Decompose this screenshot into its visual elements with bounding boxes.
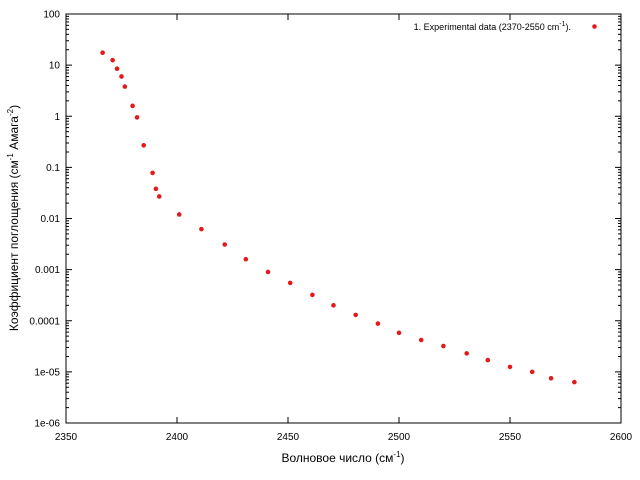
data-point [507, 364, 513, 370]
data-points [100, 50, 577, 385]
data-point [396, 330, 402, 336]
y-tick-label: 0.0001 [29, 316, 60, 327]
data-point [122, 84, 128, 89]
data-point [331, 303, 336, 308]
x-tick-label: 2450 [277, 432, 300, 443]
legend: 1. Experimental data (2370-2550 cm-1). [414, 21, 597, 32]
y-tick-label: 1 [54, 112, 60, 123]
y-axis-label: Коэффициент поглощения (см-1 Амага-2) [6, 105, 21, 331]
data-point [130, 103, 135, 109]
y-tick-label: 10 [49, 61, 61, 72]
x-tick-label: 2400 [166, 432, 189, 443]
legend-marker [592, 24, 597, 29]
data-point [150, 170, 155, 176]
y-axis-ticks: 1e-06 1e-05 0.0001 0.001 0.01 0.1 1 10 100 [29, 10, 621, 430]
legend-label: 1. Experimental data (2370-2550 cm-1). [414, 21, 571, 32]
y-tick-label: 1e-06 [34, 419, 60, 430]
data-point [222, 242, 228, 247]
y-tick-label: 0.01 [41, 214, 61, 225]
data-point [176, 212, 182, 217]
data-point [310, 292, 315, 298]
x-axis-label: Волновое число (см-1) [281, 450, 404, 465]
y-tick-label: 0.001 [35, 265, 60, 276]
data-point [418, 337, 424, 343]
data-point [243, 256, 249, 262]
plot-frame [65, 13, 622, 424]
x-axis-ticks: 2350 2400 2450 2500 2550 2600 [55, 14, 633, 443]
data-point [119, 74, 124, 79]
x-tick-label: 2600 [610, 432, 633, 443]
data-point [134, 115, 140, 120]
data-point [110, 57, 115, 63]
data-point [100, 50, 105, 55]
data-point [548, 375, 554, 381]
x-tick-label: 2350 [55, 432, 78, 443]
data-point [199, 226, 204, 232]
data-point [572, 379, 577, 385]
data-point [353, 312, 359, 318]
y-tick-label: 1e-05 [34, 367, 60, 378]
data-point [485, 357, 491, 363]
data-point [265, 269, 271, 275]
data-point [141, 143, 146, 148]
data-point [441, 343, 446, 349]
data-point [287, 280, 293, 286]
y-tick-label: 100 [43, 10, 60, 21]
data-point [156, 194, 162, 199]
y-tick-label: 0.1 [46, 163, 60, 174]
x-tick-label: 2500 [388, 432, 411, 443]
data-point [464, 351, 470, 356]
x-tick-label: 2550 [499, 432, 522, 443]
data-point [153, 186, 159, 192]
data-point [529, 369, 535, 375]
data-point [114, 66, 120, 72]
data-point [375, 321, 381, 326]
